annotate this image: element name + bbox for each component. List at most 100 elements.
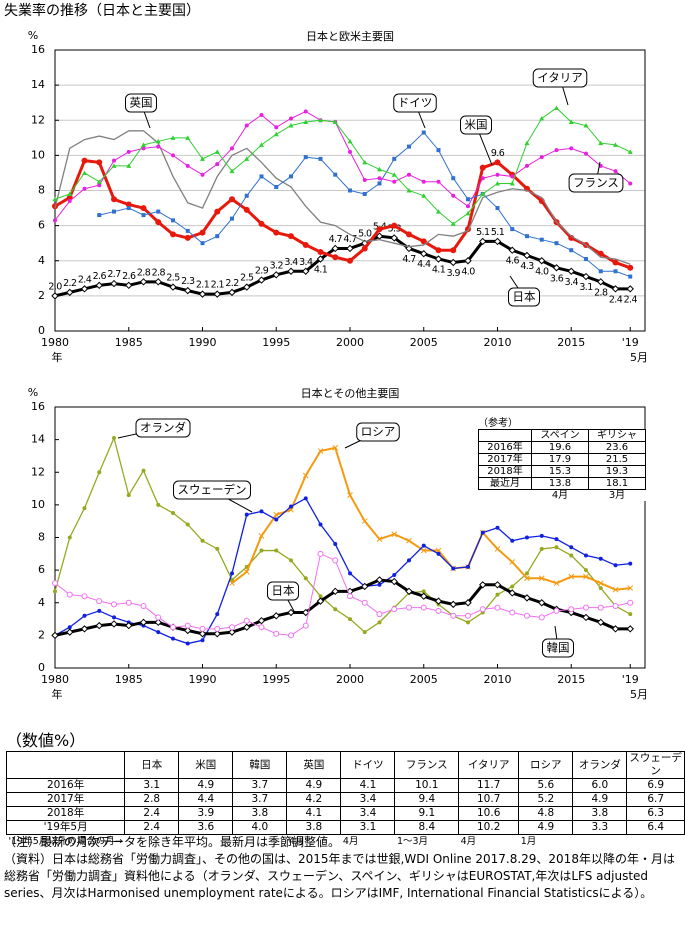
point <box>464 257 472 265</box>
point <box>317 550 324 557</box>
table-cell: 3.6 <box>178 820 234 835</box>
point <box>289 504 293 509</box>
point <box>82 186 87 191</box>
value-label: 3.2 <box>270 260 284 271</box>
point <box>66 288 74 297</box>
point <box>450 221 456 226</box>
table-cell: 3月 <box>608 490 626 501</box>
note: （資料）日本は総務省「労働力調査」、その他の国は、2015年までは世銀,WDI … <box>4 852 675 900</box>
y-tick-label: 6 <box>38 219 45 232</box>
y-tick-label: 6 <box>38 563 45 576</box>
point <box>155 138 161 144</box>
point <box>390 234 398 242</box>
point <box>170 135 176 140</box>
table-cell: 5.6 <box>518 778 574 793</box>
table-cell: 3.7 <box>232 792 288 807</box>
note: （注）最新の月次データを除き年平均。最新月は季節調整値。 <box>4 835 341 849</box>
value-label: 5.3 <box>388 223 402 234</box>
value-label: 4.7 <box>402 254 416 265</box>
point <box>288 632 294 639</box>
point <box>450 247 457 254</box>
point <box>451 566 456 571</box>
table-row: スペイン ギリシャ <box>478 429 646 442</box>
point <box>377 166 382 172</box>
x-tick-label: '19 <box>622 336 639 349</box>
point <box>524 575 530 582</box>
point <box>184 234 191 241</box>
point <box>434 255 443 263</box>
value-label: 3.6 <box>550 273 564 284</box>
point <box>508 589 516 597</box>
point <box>214 149 220 154</box>
y-tick-label: 4 <box>38 254 45 267</box>
point <box>243 617 250 624</box>
point <box>111 601 117 608</box>
table-cell: スウェーデン <box>626 751 685 779</box>
point <box>376 536 383 542</box>
point <box>598 556 603 561</box>
point <box>229 196 235 203</box>
point <box>420 250 428 258</box>
table-cell: 9.4 <box>394 792 460 807</box>
point <box>97 183 102 188</box>
point <box>184 626 192 635</box>
value-label: 4.1 <box>432 264 446 275</box>
point <box>539 533 544 538</box>
point <box>156 144 161 149</box>
point <box>125 599 132 606</box>
point <box>493 237 502 246</box>
point <box>597 278 605 286</box>
point <box>154 278 162 286</box>
y-axis-label: % <box>28 29 38 42</box>
point <box>139 278 148 286</box>
point <box>273 131 279 137</box>
value-label: 2.4 <box>624 294 638 305</box>
point <box>392 573 397 578</box>
point <box>155 219 162 226</box>
y-tick-label: 0 <box>38 661 45 674</box>
point <box>480 176 485 181</box>
value-label: 4.7 <box>343 234 357 245</box>
point <box>509 609 516 616</box>
table-cell: 2016年 <box>5 778 126 793</box>
point <box>407 144 411 149</box>
point <box>53 218 57 223</box>
table-cell: ロシア <box>518 751 574 779</box>
table-row: '19年5月 2.4 3.6 4.0 3.8 3.1 8.4 10.2 4.9 3.3 6.4 <box>5 820 685 835</box>
point <box>466 564 470 569</box>
point <box>214 208 221 215</box>
table-cell: 米国 <box>178 751 234 779</box>
point <box>154 618 162 627</box>
legend-box <box>508 287 540 307</box>
table-cell: 4.9 <box>572 792 628 807</box>
point <box>480 530 485 535</box>
point <box>494 604 501 611</box>
point <box>243 623 251 631</box>
point <box>316 255 325 263</box>
y-tick-label: 0 <box>38 324 45 337</box>
point <box>258 220 265 227</box>
point <box>200 638 205 643</box>
value-label: 2.5 <box>166 273 180 284</box>
point <box>391 531 398 538</box>
point <box>569 248 574 253</box>
point <box>243 283 251 291</box>
point <box>67 199 72 204</box>
table-cell: スペイン <box>531 429 589 442</box>
value-label: 3.4 <box>565 277 579 288</box>
point <box>259 509 264 514</box>
point <box>495 525 500 530</box>
point <box>141 468 146 473</box>
point <box>569 553 574 558</box>
point <box>465 612 471 619</box>
point <box>287 267 295 275</box>
point <box>568 119 574 125</box>
x-tick-label: 2010 <box>484 336 512 349</box>
point <box>626 625 634 633</box>
value-label: 4.0 <box>461 266 475 277</box>
x-axis-label: 年 <box>52 350 63 364</box>
point <box>451 193 456 198</box>
point <box>199 229 206 236</box>
y-axis-label: % <box>28 386 38 399</box>
point <box>67 625 72 630</box>
